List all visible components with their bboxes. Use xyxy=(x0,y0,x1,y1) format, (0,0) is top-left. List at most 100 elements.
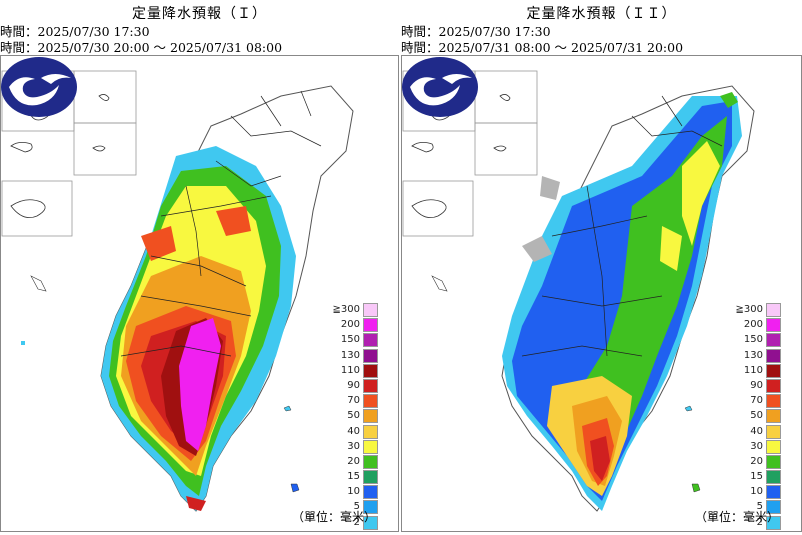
legend-entry: 90 xyxy=(330,378,380,393)
legend-swatch xyxy=(766,318,781,333)
legend-entry: 50 xyxy=(733,408,783,424)
legend-swatch xyxy=(766,485,781,500)
legend-label: 150 xyxy=(340,334,360,346)
inset-box xyxy=(73,122,137,176)
valid-time: 時間：2025/07/30 20:00 ～ 2025/07/31 08:00 xyxy=(0,40,283,55)
legend-swatch xyxy=(363,424,378,439)
legend: ≧30020015013011090705040302015105210.5 xyxy=(330,302,380,531)
legend-swatch xyxy=(363,303,378,317)
legend-label: 90 xyxy=(347,379,360,391)
legend-entry: 30 xyxy=(330,439,380,454)
legend-label: 15 xyxy=(347,471,360,483)
legend-swatch xyxy=(363,500,378,515)
legend-label: 150 xyxy=(743,334,763,346)
legend-swatch xyxy=(363,485,378,500)
inset-box xyxy=(1,180,73,237)
legend-swatch xyxy=(766,439,781,454)
legend-label: 70 xyxy=(347,395,360,407)
legend-swatch xyxy=(363,409,378,424)
legend-swatch xyxy=(363,470,378,485)
legend-label: 130 xyxy=(743,349,763,361)
legend-entry: 150 xyxy=(733,332,783,348)
cwa-logo-icon xyxy=(402,57,478,117)
legend-label: 2 xyxy=(353,516,360,528)
legend-label: 40 xyxy=(347,425,360,437)
legend-swatch xyxy=(766,333,781,348)
legend-swatch xyxy=(766,500,781,515)
legend-entry: 5 xyxy=(733,499,783,515)
legend-label: 70 xyxy=(750,395,763,407)
legend-label: 2 xyxy=(756,516,763,528)
legend-entry: 5 xyxy=(330,499,380,515)
legend-entry: ≧300 xyxy=(330,302,380,317)
legend-entry: 10 xyxy=(330,484,380,500)
legend-swatch xyxy=(363,348,378,363)
legend-label: 5 xyxy=(353,501,360,513)
legend-label: 130 xyxy=(340,349,360,361)
legend-swatch xyxy=(766,363,781,378)
legend-label: 5 xyxy=(756,501,763,513)
rainfall-map: ≧30020015013011090705040302015105210.5 （… xyxy=(0,55,399,532)
legend-swatch xyxy=(766,348,781,363)
legend-swatch xyxy=(363,454,378,469)
legend-entry: 70 xyxy=(330,393,380,409)
legend-swatch xyxy=(363,439,378,454)
legend-swatch xyxy=(363,530,378,531)
legend-swatch xyxy=(363,378,378,393)
cwa-logo-icon xyxy=(1,57,77,117)
issue-time: 時間：2025/07/30 17:30 xyxy=(0,24,150,39)
legend-entry: 15 xyxy=(733,469,783,485)
legend-label: 50 xyxy=(750,410,763,422)
legend-label: 40 xyxy=(750,425,763,437)
valid-time: 時間：2025/07/31 08:00 ～ 2025/07/31 20:00 xyxy=(401,40,684,55)
legend-entry: 2 xyxy=(330,515,380,530)
legend-entry: 110 xyxy=(330,363,380,378)
legend-label: 1 xyxy=(731,530,763,531)
legend-swatch xyxy=(363,318,378,333)
legend-swatch xyxy=(363,515,378,530)
legend-label: ≧300 xyxy=(332,304,360,315)
legend-swatch xyxy=(766,378,781,393)
legend: ≧30020015013011090705040302015105210.5 xyxy=(731,302,783,531)
legend-label: 10 xyxy=(347,486,360,498)
legend-label: 15 xyxy=(750,471,763,483)
legend-entry: 200 xyxy=(330,317,380,333)
legend-label: 200 xyxy=(340,319,360,331)
issue-time: 時間：2025/07/30 17:30 xyxy=(401,24,551,39)
legend-entry: 70 xyxy=(733,393,783,409)
inset-box xyxy=(474,122,538,176)
inset-box xyxy=(402,180,474,237)
legend-swatch xyxy=(363,363,378,378)
legend-swatch xyxy=(766,303,781,317)
legend-entry: 40 xyxy=(330,424,380,439)
legend-label: 20 xyxy=(750,455,763,467)
legend-label: 90 xyxy=(750,379,763,391)
panel-title: 定量降水預報（ＩＩ） xyxy=(526,6,677,22)
legend-label: ≧300 xyxy=(735,304,763,315)
legend-label: 110 xyxy=(340,364,360,376)
qpf-panel-2: 定量降水預報（ＩＩ） 時間：2025/07/30 17:30 時間：2025/0… xyxy=(401,0,802,535)
legend-swatch xyxy=(766,454,781,469)
legend-entry: 1 xyxy=(731,530,783,531)
legend-entry: 200 xyxy=(733,317,783,333)
legend-swatch xyxy=(766,424,781,439)
legend-entry: 90 xyxy=(733,378,783,393)
rainfall-map: ≧30020015013011090705040302015105210.5 （… xyxy=(401,55,802,532)
legend-label: 30 xyxy=(750,440,763,452)
legend-entry: 150 xyxy=(330,332,380,348)
legend-label: 10 xyxy=(750,486,763,498)
legend-entry: 40 xyxy=(733,424,783,439)
taiwan-map-1 xyxy=(1,70,354,512)
legend-entry: 20 xyxy=(733,454,783,469)
legend-swatch xyxy=(766,470,781,485)
legend-entry: 50 xyxy=(330,408,380,424)
legend-entry: 130 xyxy=(733,348,783,363)
legend-swatch xyxy=(766,409,781,424)
legend-swatch xyxy=(363,333,378,348)
inset-box xyxy=(474,70,538,124)
legend-entry: 1 xyxy=(330,530,380,531)
unit-label: （單位：毫米） xyxy=(291,510,376,524)
legend-entry: ≧300 xyxy=(733,302,783,317)
legend-entry: 2 xyxy=(733,515,783,530)
legend-swatch xyxy=(766,515,781,530)
